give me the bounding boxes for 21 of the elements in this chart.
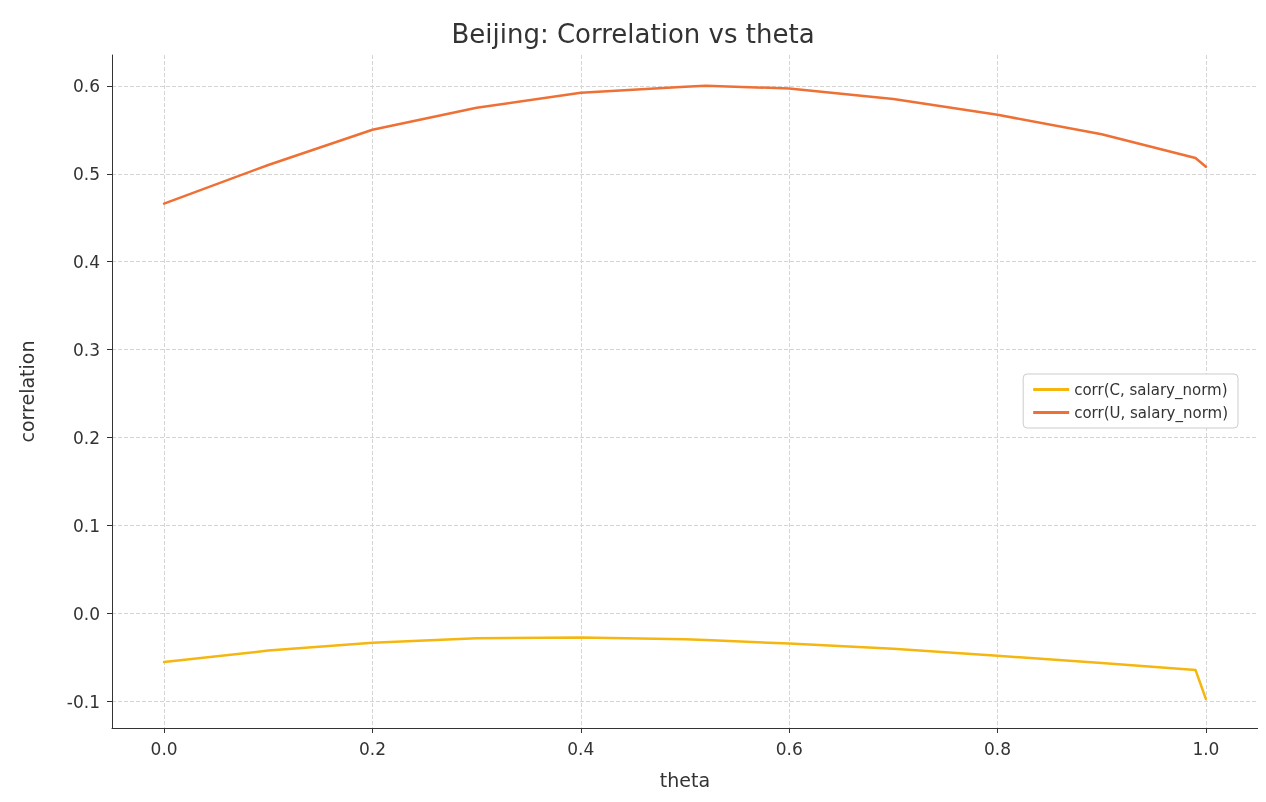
legend-label: corr(C, salary_norm) <box>1074 380 1228 400</box>
line-series <box>162 84 1208 205</box>
chart-title: Beijing: Correlation vs theta <box>451 19 815 49</box>
y-tick-label: 0.4 <box>72 251 100 272</box>
x-tick-label: 0.6 <box>775 738 803 759</box>
legend-label: corr(U, salary_norm) <box>1074 403 1228 423</box>
y-tick-label: 0.1 <box>72 515 100 536</box>
y-tick-label: 0.3 <box>72 339 100 360</box>
x-axis-title: theta <box>659 768 711 791</box>
x-tick-label: 0.8 <box>984 738 1012 759</box>
y-tick-label: -0.1 <box>66 691 100 712</box>
x-tick-label: 0.4 <box>567 738 595 759</box>
y-tick-label: 0.5 <box>72 163 100 184</box>
y-tick-label: 0.0 <box>72 603 100 624</box>
x-tick-label: 1.0 <box>1192 738 1220 759</box>
y-tick-label: 0.2 <box>72 427 100 448</box>
y-tick-label: 0.6 <box>72 75 100 96</box>
x-tick-label: 0.0 <box>150 738 178 759</box>
line-series <box>162 636 1208 701</box>
x-tick-label: 0.2 <box>358 738 386 759</box>
y-axis-title: correlation <box>15 340 38 443</box>
